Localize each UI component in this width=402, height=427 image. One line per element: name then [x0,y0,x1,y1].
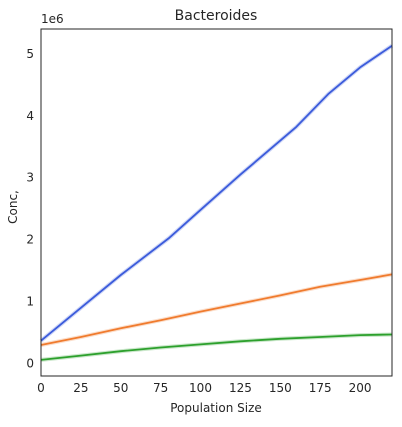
y-tick-label: 2 [26,233,34,247]
x-tick-label: 25 [73,381,88,395]
y-tick-label: 5 [26,47,34,61]
y-tick-label: 1 [26,295,34,309]
x-tick-label: 50 [113,381,128,395]
plot-frame [40,28,393,377]
y-axis: 0 1 2 3 4 5 [26,47,34,371]
x-axis: 0 25 50 75 100 125 150 175 200 [37,381,371,395]
y-axis-label: Conc, [6,190,20,224]
series-3-band [40,332,393,362]
x-tick-label: 125 [229,381,252,395]
x-tick-label: 150 [269,381,292,395]
series-3-line [40,333,393,361]
x-tick-label: 100 [189,381,212,395]
x-tick-label: 0 [37,381,45,395]
y-tick-label: 3 [26,171,34,185]
series-2-line [40,273,393,346]
x-axis-label: Population Size [170,401,262,415]
series-layer [39,44,394,362]
chart-title: Bacteroides [175,8,258,24]
x-tick-label: 75 [153,381,168,395]
y-tick-label: 4 [26,109,34,123]
x-tick-label: 200 [349,381,372,395]
x-tick-label: 175 [309,381,332,395]
y-axis-offset-label: 1e6 [41,12,64,26]
series-1-line [40,44,393,342]
y-tick-label: 0 [26,357,34,371]
